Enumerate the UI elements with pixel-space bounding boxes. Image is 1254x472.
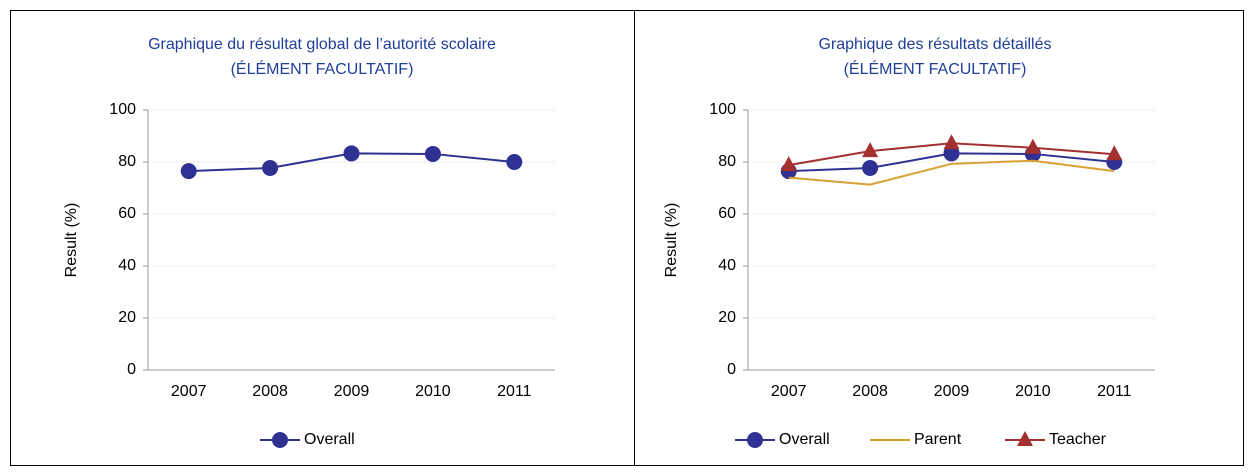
data-point	[1024, 138, 1041, 154]
x-tick-label: 2008	[852, 383, 888, 400]
y-tick-label: 80	[718, 153, 736, 170]
x-tick-label: 2007	[771, 383, 807, 400]
x-tick-label: 2009	[334, 383, 370, 400]
y-axis-label: Result (%)	[63, 203, 80, 278]
x-tick-label: 2011	[497, 383, 532, 400]
x-tick-label: 2010	[415, 383, 451, 400]
chart-subtitle: (ÉLÉMENT FACULTATIF)	[231, 59, 414, 78]
data-point	[343, 145, 360, 162]
chart-frame	[634, 10, 1244, 466]
data-point	[943, 134, 960, 150]
y-axis-label: Result (%)	[663, 203, 680, 278]
legend-marker	[272, 432, 288, 448]
legend-marker	[1017, 431, 1033, 446]
legend-label: Overall	[779, 431, 830, 448]
data-point	[1106, 145, 1123, 161]
x-tick-label: 2009	[934, 383, 970, 400]
chart-title: Graphique des résultats détaillés	[818, 36, 1051, 53]
data-point	[506, 154, 523, 170]
x-tick-label: 2008	[252, 383, 288, 400]
series-line	[788, 159, 1115, 186]
data-point	[943, 145, 960, 162]
x-tick-label: 2011	[1097, 383, 1132, 400]
x-tick-label: 2007	[171, 383, 207, 400]
x-tick-label: 2010	[1015, 383, 1051, 400]
legend-label: Teacher	[1049, 431, 1107, 448]
data-point	[780, 156, 797, 172]
y-tick-label: 40	[118, 257, 136, 274]
y-tick-label: 80	[118, 153, 136, 170]
legend-marker	[747, 432, 763, 448]
y-tick-label: 100	[709, 101, 736, 118]
chart-frame	[10, 10, 635, 466]
data-point	[424, 145, 441, 162]
chart-subtitle: (ÉLÉMENT FACULTATIF)	[844, 59, 1027, 78]
y-tick-label: 100	[109, 101, 136, 118]
y-tick-label: 0	[727, 361, 736, 378]
y-tick-label: 0	[127, 361, 136, 378]
legend-label: Parent	[914, 431, 962, 448]
chart-title: Graphique du résultat global de l’autori…	[148, 36, 496, 53]
y-tick-label: 60	[118, 205, 136, 222]
y-tick-label: 20	[118, 309, 136, 326]
y-tick-label: 40	[718, 257, 736, 274]
data-point	[862, 159, 879, 176]
data-point	[862, 142, 879, 158]
data-point	[180, 163, 197, 180]
y-tick-label: 20	[718, 309, 736, 326]
y-tick-label: 60	[718, 205, 736, 222]
legend-label: Overall	[304, 431, 355, 448]
data-point	[262, 159, 279, 176]
